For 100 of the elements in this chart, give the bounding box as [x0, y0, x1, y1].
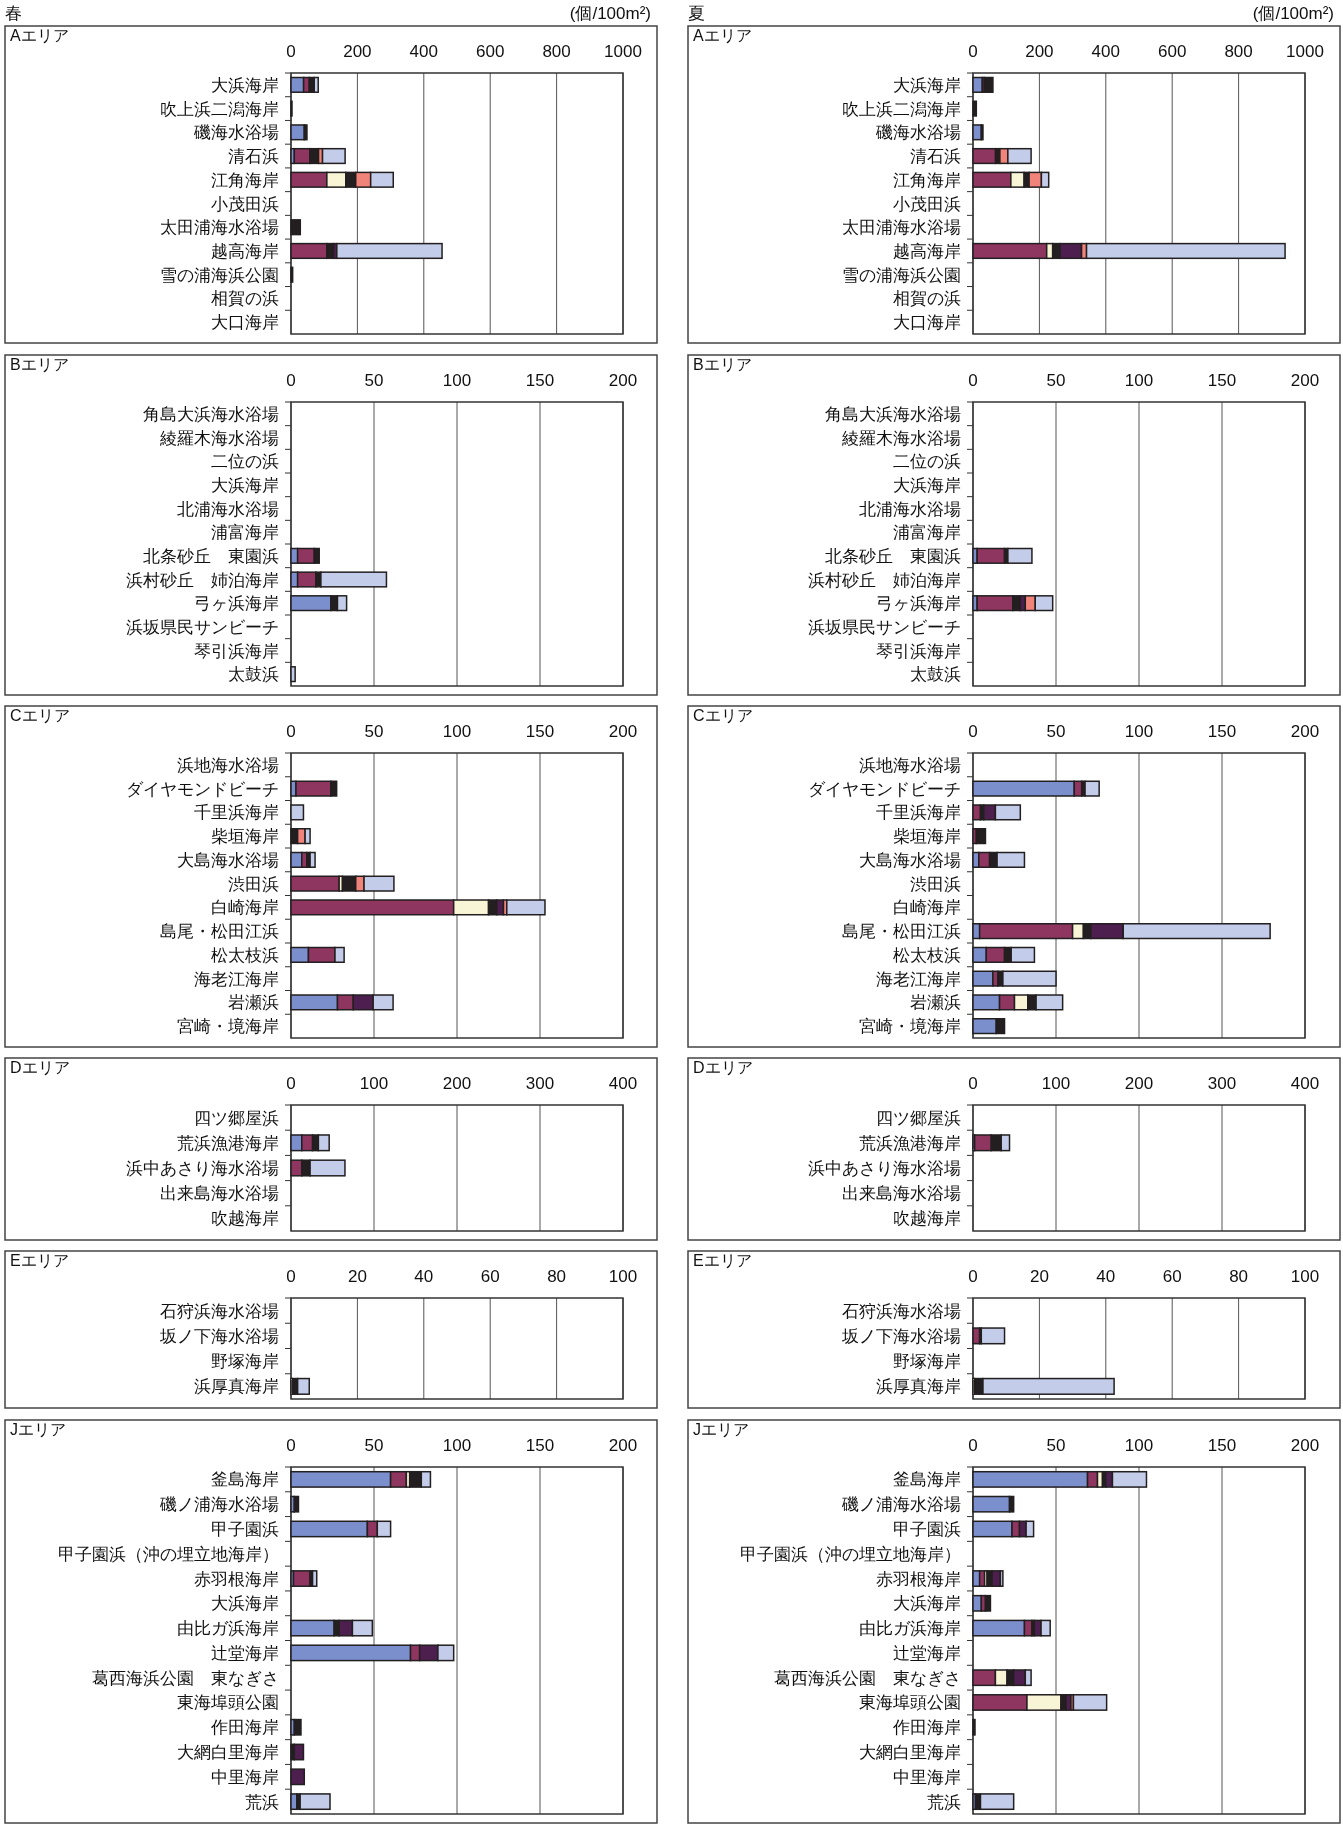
y-tick-label: 石狩浜海水浴場 [160, 1301, 279, 1321]
text: Aエリア [693, 27, 752, 44]
y-tick-label: 綾羅木海水浴場 [841, 428, 961, 448]
y-tick-label: 浜中あさり海水浴場 [808, 1159, 961, 1178]
x-tick-label: 800 [1224, 42, 1253, 61]
x-tick-label: 60 [480, 1267, 500, 1286]
y-tick-label: 葛西海浜公園 東なぎさ [92, 1668, 279, 1688]
x-tick-label: 400 [1091, 42, 1120, 61]
y-tick-label: 大浜海岸 [893, 475, 961, 495]
text: Dエリア [693, 1059, 753, 1076]
y-tick-label: 雪の浦海浜公園 [160, 265, 279, 285]
x-tick-label: 200 [608, 722, 638, 741]
text: Cエリア [693, 707, 753, 724]
y-tick-label: 大浜海岸 [893, 75, 961, 95]
y-tick-label: 柴垣海岸 [893, 827, 961, 847]
y-tick-label: 由比ガ浜海岸 [859, 1619, 961, 1639]
x-tick-label: 100 [442, 722, 472, 741]
y-tick-label: 磯ノ浦海水浴場 [159, 1495, 279, 1515]
y-tick-label: 東海埠頭公園 [859, 1693, 961, 1713]
x-tick-label: 100 [1290, 1267, 1320, 1286]
y-tick-label: 甲子園浜 [893, 1519, 961, 1539]
y-tick-label: 磯海水浴場 [875, 123, 961, 143]
y-tick-label: 大島海水浴場 [859, 850, 961, 870]
x-tick-label: 200 [608, 371, 638, 390]
x-tick-label: 0 [286, 1436, 296, 1455]
x-tick-label: 150 [525, 371, 555, 390]
x-tick-label: 150 [525, 1436, 555, 1455]
y-tick-label: 浦富海岸 [893, 523, 961, 543]
x-tick-label: 200 [1124, 1074, 1154, 1093]
x-tick-label: 0 [968, 722, 978, 741]
x-tick-label: 300 [525, 1074, 555, 1093]
y-tick-label: 越高海岸 [211, 241, 279, 261]
text: Cエリア [10, 707, 70, 724]
x-tick-label: 100 [359, 1074, 389, 1093]
y-tick-label: 太鼓浜 [228, 665, 279, 685]
y-tick-label: 甲子園浜（沖の埋立地海岸） [740, 1544, 961, 1564]
x-tick-label: 600 [476, 42, 505, 61]
y-tick-label: 海老江海岸 [194, 969, 279, 989]
y-tick-label: 由比ガ浜海岸 [177, 1619, 279, 1639]
y-tick-label: 大口海岸 [893, 313, 961, 333]
y-tick-label: 赤羽根海岸 [194, 1569, 279, 1589]
y-tick-label: 浜地海水浴場 [177, 755, 279, 775]
x-tick-label: 0 [968, 1267, 978, 1286]
y-tick-label: 太田浦海水浴場 [160, 218, 279, 238]
x-tick-label: 80 [1229, 1267, 1249, 1286]
x-tick-label: 50 [1046, 722, 1066, 741]
x-tick-label: 300 [1207, 1074, 1237, 1093]
y-tick-label: 大網白里海岸 [177, 1743, 279, 1763]
y-tick-label: 石狩浜海水浴場 [842, 1301, 961, 1321]
y-tick-label: 赤羽根海岸 [876, 1569, 961, 1589]
y-tick-label: 作田海岸 [892, 1718, 961, 1738]
y-tick-label: 中里海岸 [893, 1767, 961, 1787]
x-tick-label: 200 [1290, 722, 1320, 741]
x-tick-label: 0 [286, 722, 296, 741]
y-tick-label: 出来島海水浴場 [160, 1184, 279, 1204]
y-tick-label: 島尾・松田江浜 [160, 922, 279, 942]
y-tick-label: 甲子園浜 [211, 1519, 279, 1539]
x-tick-label: 0 [286, 371, 296, 390]
y-tick-label: 釜島海岸 [893, 1470, 961, 1490]
y-tick-label: 越高海岸 [893, 241, 961, 261]
text: Eエリア [693, 1252, 752, 1269]
x-tick-label: 150 [1207, 722, 1237, 741]
x-tick-label: 800 [542, 42, 571, 61]
y-tick-label: 出来島海水浴場 [842, 1184, 961, 1204]
y-tick-label: 浜村砂丘 姉泊海岸 [126, 570, 279, 590]
y-tick-label: 綾羅木海水浴場 [159, 428, 279, 448]
y-tick-label: 中里海岸 [211, 1767, 279, 1787]
y-tick-label: 海老江海岸 [876, 969, 961, 989]
y-tick-label: 浜地海水浴場 [859, 755, 961, 775]
text: Bエリア [10, 356, 69, 373]
y-tick-label: 坂ノ下海水浴場 [841, 1326, 961, 1346]
x-tick-label: 200 [1290, 371, 1320, 390]
x-tick-label: 100 [1124, 371, 1154, 390]
x-tick-label: 150 [525, 722, 555, 741]
y-tick-label: ダイヤモンドビーチ [808, 779, 961, 799]
y-tick-label: 浜坂県民サンビーチ [126, 617, 279, 637]
text: (個/100m²) [1252, 4, 1334, 23]
y-tick-label: 辻堂海岸 [893, 1643, 961, 1663]
x-tick-label: 40 [1096, 1267, 1116, 1286]
y-tick-label: 角島大浜海水浴場 [143, 404, 279, 424]
text: 春 [5, 4, 22, 23]
x-tick-label: 0 [968, 42, 978, 61]
y-tick-label: 宮崎・境海岸 [859, 1017, 961, 1037]
y-tick-label: 千里浜海岸 [876, 803, 961, 823]
y-tick-label: 宮崎・境海岸 [177, 1017, 279, 1037]
y-tick-label: 野塚海岸 [893, 1352, 961, 1372]
y-tick-label: 江角海岸 [211, 170, 279, 190]
x-tick-label: 200 [608, 1436, 638, 1455]
y-tick-label: 辻堂海岸 [211, 1643, 279, 1663]
y-tick-label: 弓ヶ浜海岸 [876, 594, 961, 614]
y-tick-label: 浜厚真海岸 [194, 1377, 279, 1397]
text: Bエリア [693, 356, 752, 373]
y-tick-label: 吹越海岸 [211, 1209, 279, 1229]
y-tick-label: 浜中あさり海水浴場 [126, 1159, 279, 1178]
y-tick-label: 野塚海岸 [211, 1352, 279, 1372]
y-tick-label: ダイヤモンドビーチ [126, 779, 279, 799]
y-tick-label: 作田海岸 [210, 1718, 279, 1738]
y-tick-label: 琴引浜海岸 [194, 641, 279, 661]
x-tick-label: 50 [364, 1436, 384, 1455]
y-tick-label: 柴垣海岸 [211, 827, 279, 847]
